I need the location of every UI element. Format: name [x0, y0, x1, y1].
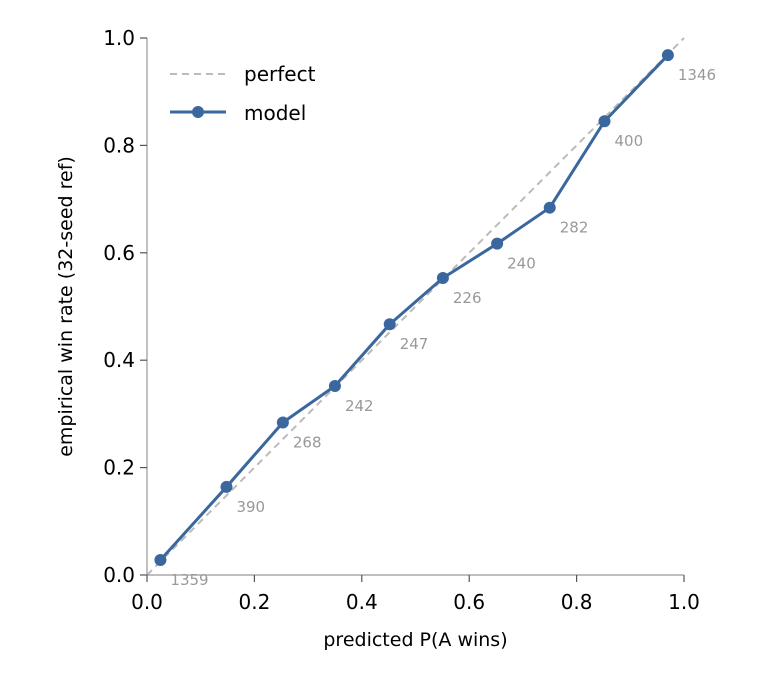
bin-count-label: 247 — [400, 335, 429, 353]
model-point — [436, 272, 449, 285]
y-tick-label: 0.2 — [103, 456, 135, 480]
x-tick-label: 0.0 — [131, 590, 163, 614]
model-point — [661, 49, 674, 62]
y-axis-title: empirical win rate (32-seed ref) — [55, 156, 77, 457]
bin-count-label: 226 — [453, 289, 482, 307]
y-tick-label: 0.4 — [103, 348, 135, 372]
model-point — [491, 237, 504, 250]
bin-count-label: 240 — [507, 255, 536, 273]
y-tick-label: 1.0 — [103, 26, 135, 50]
x-tick-label: 0.6 — [453, 590, 485, 614]
bin-count-label: 268 — [293, 433, 322, 451]
model-point — [276, 416, 289, 429]
y-tick-label: 0.8 — [103, 133, 135, 157]
model-point — [220, 480, 233, 493]
y-tick-label: 0.6 — [103, 241, 135, 265]
x-axis: 0.0 0.2 0.4 0.6 0.8 1.0 — [131, 574, 700, 614]
x-tick-label: 0.8 — [561, 590, 593, 614]
model-point — [543, 201, 556, 214]
bin-count-label: 400 — [615, 132, 644, 150]
bin-count-label: 1359 — [170, 571, 208, 589]
bin-count-label: 242 — [345, 397, 374, 415]
model-point — [154, 553, 167, 566]
model-point — [328, 379, 341, 392]
x-tick-label: 0.4 — [346, 590, 378, 614]
model-point — [383, 318, 396, 331]
perfect-calibration-line — [146, 37, 685, 576]
y-axis: 0.0 0.2 0.4 0.6 0.8 1.0 — [103, 26, 148, 587]
bin-count-label: 282 — [560, 219, 589, 237]
model-line — [159, 54, 669, 561]
x-axis-title: predicted P(A wins) — [323, 629, 507, 651]
bin-count-label: 390 — [236, 498, 265, 516]
legend-perfect-label: perfect — [244, 62, 316, 86]
legend: perfect model — [170, 62, 316, 125]
bin-count-label: 1346 — [678, 66, 716, 84]
model-point — [598, 115, 611, 128]
x-tick-label: 1.0 — [668, 590, 700, 614]
plot-area: 1359 390 268 242 247 226 240 282 400 1346 — [146, 37, 716, 589]
legend-model-label: model — [244, 101, 306, 125]
x-tick-label: 0.2 — [238, 590, 270, 614]
y-tick-label: 0.0 — [103, 563, 135, 587]
legend-model-marker — [192, 106, 204, 118]
